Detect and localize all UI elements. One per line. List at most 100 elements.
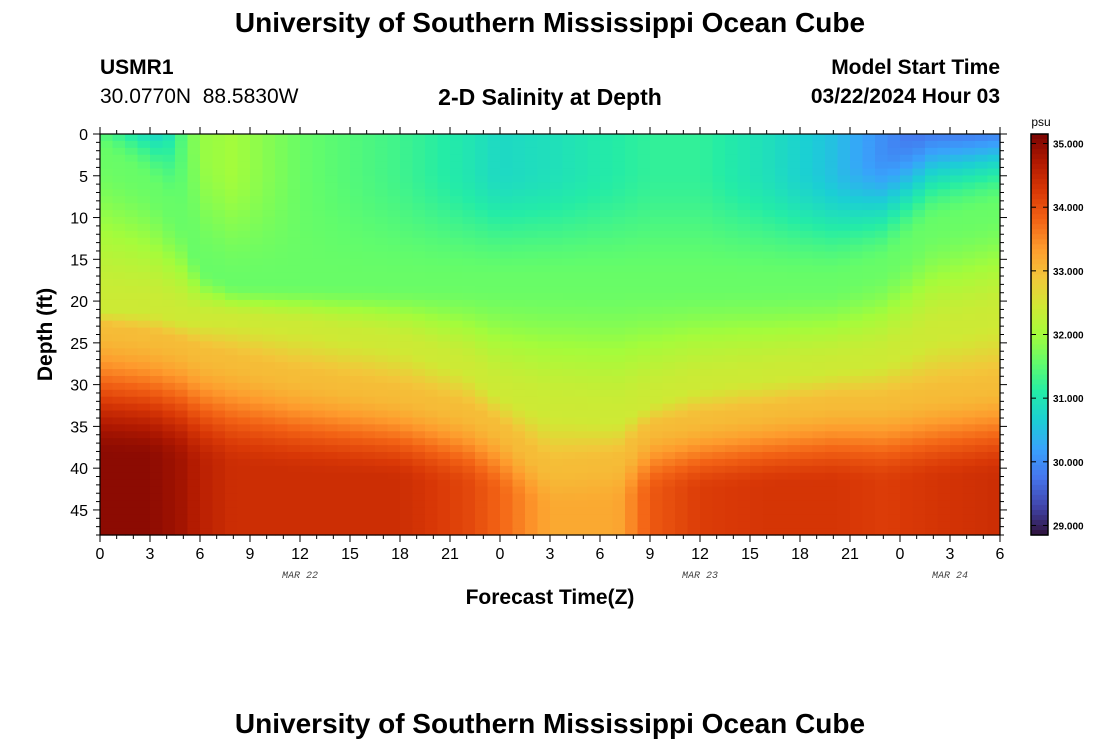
heatmap-cell [525, 472, 539, 481]
heatmap-cell [612, 458, 626, 467]
heatmap-cell [300, 293, 314, 301]
heatmap-cell [687, 514, 701, 522]
heatmap-cell [650, 403, 664, 412]
heatmap-cell [475, 272, 489, 280]
heatmap-cell [987, 355, 1001, 363]
heatmap-cell [975, 341, 989, 349]
heatmap-cell [625, 382, 639, 391]
heatmap-cell [200, 375, 214, 384]
heatmap-cell [225, 286, 239, 294]
heatmap-cell [900, 216, 914, 225]
heatmap-cell [537, 196, 551, 204]
heatmap-cell [287, 403, 301, 412]
heatmap-cell [100, 299, 114, 308]
heatmap-cell [487, 396, 501, 405]
heatmap-cell [212, 147, 226, 156]
heatmap-cell [750, 465, 764, 474]
heatmap-cell [150, 348, 164, 356]
heatmap-cell [687, 362, 701, 370]
heatmap-cell [325, 452, 339, 460]
heatmap-cell [325, 320, 339, 329]
heatmap-cell [575, 244, 589, 253]
heatmap-cell [250, 493, 264, 502]
heatmap-cell [362, 223, 376, 232]
heatmap-cell [287, 465, 301, 474]
heatmap-cell [200, 521, 214, 529]
heatmap-cell [137, 431, 151, 439]
heatmap-cell [625, 293, 639, 301]
heatmap-cell [450, 251, 464, 260]
heatmap-cell [662, 507, 676, 515]
heatmap-cell [325, 493, 339, 502]
heatmap-cell [737, 258, 751, 266]
heatmap-cell [262, 230, 276, 239]
heatmap-cell [237, 140, 251, 149]
heatmap-cell [712, 521, 726, 529]
heatmap-cell [812, 521, 826, 529]
heatmap-cell [700, 417, 714, 425]
heatmap-cell [625, 196, 639, 204]
heatmap-cell [925, 251, 939, 260]
heatmap-cell [487, 493, 501, 502]
heatmap-cell [862, 182, 876, 190]
heatmap-cell [675, 230, 689, 239]
heatmap-cell [412, 320, 426, 329]
heatmap-cell [162, 251, 176, 260]
x-tick-label: 6 [596, 546, 605, 563]
colorbar-segment [1031, 239, 1048, 245]
heatmap-cell [725, 251, 739, 260]
heatmap-cell [637, 452, 651, 460]
heatmap-cell [262, 272, 276, 280]
heatmap-cell [312, 375, 326, 384]
heatmap-cell [275, 445, 289, 453]
heatmap-cell [500, 279, 514, 287]
colorbar-segment [1031, 204, 1048, 210]
heatmap-cell [325, 147, 339, 156]
heatmap-cell [875, 134, 889, 142]
heatmap-cell [462, 313, 476, 322]
heatmap-cell [787, 431, 801, 439]
heatmap-cell [175, 134, 189, 142]
heatmap-cell [562, 272, 576, 280]
heatmap-cell [100, 313, 114, 322]
heatmap-cell [162, 244, 176, 253]
heatmap-cell [337, 265, 351, 273]
heatmap-cell [162, 279, 176, 287]
heatmap-cell [525, 134, 539, 142]
heatmap-cell [850, 528, 864, 536]
heatmap-cell [350, 438, 364, 446]
colorbar-segment [1031, 284, 1048, 290]
heatmap-cell [850, 500, 864, 508]
x-tick-label: 21 [841, 546, 859, 563]
heatmap-cell [112, 299, 126, 308]
heatmap-cell [387, 528, 401, 536]
heatmap-cell [750, 196, 764, 204]
heatmap-cell [450, 417, 464, 425]
heatmap-cell [350, 410, 364, 419]
heatmap-cell [262, 452, 276, 460]
heatmap-cell [612, 286, 626, 294]
heatmap-cell [375, 375, 389, 384]
heatmap-cell [975, 445, 989, 453]
heatmap-cell [350, 355, 364, 363]
heatmap-cell [212, 438, 226, 446]
heatmap-cell [812, 265, 826, 273]
colorbar-segment [1031, 214, 1048, 220]
heatmap-cell [825, 417, 839, 425]
heatmap-cell [337, 313, 351, 322]
heatmap-cell [425, 507, 439, 515]
heatmap-cell [725, 334, 739, 343]
heatmap-cell [650, 293, 664, 301]
heatmap-cell [500, 189, 514, 197]
heatmap-cell [787, 369, 801, 377]
heatmap-cell [262, 320, 276, 329]
heatmap-cell [950, 299, 964, 308]
heatmap-cell [550, 196, 564, 204]
heatmap-cell [837, 327, 851, 336]
heatmap-cell [725, 431, 739, 439]
heatmap-cell [712, 507, 726, 515]
heatmap-cell [600, 375, 614, 384]
heatmap-cell [925, 396, 939, 405]
heatmap-cell [850, 237, 864, 246]
heatmap-cell [987, 196, 1001, 204]
